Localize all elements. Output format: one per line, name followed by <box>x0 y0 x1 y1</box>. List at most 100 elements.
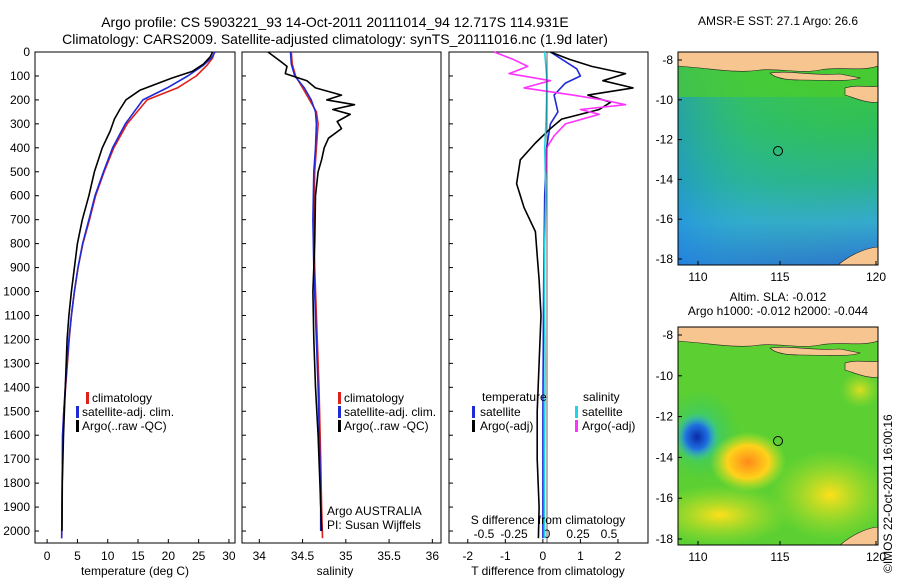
salinity-plot-frame <box>241 51 442 544</box>
credit-timestamp: ©IMOS 22-Oct-2011 16:00:16 <box>881 414 895 573</box>
map-y-tick-label: -18 <box>656 532 674 546</box>
x-tick-label: 10 <box>101 549 115 563</box>
depth-tick-label: 500 <box>10 165 30 179</box>
figure-title-line1: Argo profile: CS 5903221_93 14-Oct-2011 … <box>101 14 569 30</box>
x-tick-label: -2 <box>462 549 473 563</box>
x-tick-label: -1 <box>500 549 511 563</box>
land-sumba <box>844 360 878 378</box>
map-y-tick-label: -12 <box>656 410 674 424</box>
land-australia <box>839 526 878 545</box>
map-y-tick-label: -14 <box>656 172 674 186</box>
depth-tick-label: 100 <box>10 69 30 83</box>
s-tick-label: -0.5 <box>474 527 495 541</box>
argo-float-marker <box>773 146 783 156</box>
map-x-tick-label: 120 <box>866 270 886 284</box>
x-tick-label: 15 <box>131 549 145 563</box>
map-y-tick-label: -8 <box>662 328 673 342</box>
difference-series-group <box>493 51 634 539</box>
x-tick-label: 5 <box>74 549 81 563</box>
legend-swatch-climatology <box>86 392 89 404</box>
depth-tick-label: 1400 <box>3 380 30 394</box>
x-tick-label: 0 <box>540 549 547 563</box>
series-line-satellite-adj-clim <box>289 51 322 531</box>
map-y-tick-label: -16 <box>656 491 674 505</box>
temperature-series-group <box>60 51 216 539</box>
legend-label-t-argo: Argo(-adj) <box>480 419 533 433</box>
legend-swatch-satellite <box>76 406 79 418</box>
map-x-tick-label: 115 <box>770 270 789 284</box>
land-australia <box>837 246 878 265</box>
legend-label-climatology: climatology <box>92 391 152 405</box>
depth-tick-label: 700 <box>10 213 30 227</box>
legend-label-t-satellite: satellite <box>480 405 521 419</box>
depth-tick-label: 1300 <box>3 356 30 370</box>
legend-swatch-t-argo <box>472 420 475 432</box>
sst-map-ticks: 110 115 120 -8 -10 -12 -14 -16 -18 <box>656 53 887 284</box>
legend-label-s-argo: Argo(-adj) <box>582 419 635 433</box>
depth-tick-label: 1000 <box>3 285 30 299</box>
x-tick-label: 0 <box>44 549 51 563</box>
map-y-tick-label: -12 <box>656 133 674 147</box>
sst-map-frame <box>677 51 879 266</box>
legend-label-argo: Argo(..raw -QC) <box>82 419 167 433</box>
depth-axis: 0 100 200 300 400 500 600 700 800 900 1000 1100 1200… <box>3 45 453 538</box>
x-tick-label: 34 <box>253 549 267 563</box>
depth-tick-label: 2000 <box>3 524 30 538</box>
legend-swatch-t-satellite <box>472 406 475 418</box>
depth-tick-label: 300 <box>10 117 30 131</box>
depth-tick-label: 200 <box>10 93 30 107</box>
float-program-label: Argo AUSTRALIA <box>327 504 422 518</box>
legend-swatch-satellite <box>338 406 341 418</box>
temperature-x-axis: 0 5 10 15 20 25 30 <box>44 539 236 563</box>
series-line-salinity-satellite <box>543 51 548 539</box>
sst-map: 110 115 120 -8 -10 -12 -14 -16 -18 <box>656 51 887 284</box>
map-y-tick-label: -8 <box>662 53 673 67</box>
map-y-tick-label: -18 <box>656 252 674 266</box>
salinity-legend: climatology satellite-adj. clim. Argo(..… <box>327 391 436 532</box>
map-y-tick-label: -10 <box>656 93 674 107</box>
sla-map-ticks: 110 115 120 -8 -10 -12 -14 -16 -18 <box>656 328 887 564</box>
legend-swatch-argo <box>76 420 79 432</box>
map-x-tick-label: 115 <box>770 550 789 564</box>
x-tick-label: 36 <box>426 549 440 563</box>
legend-title-temperature: temperature <box>482 390 547 404</box>
series-line-temperature-argo-adj <box>515 51 634 539</box>
depth-tick-label: 1800 <box>3 476 30 490</box>
sla-high-eddy <box>710 432 786 492</box>
depth-tick-label: 0 <box>23 45 30 59</box>
temperature-legend: climatology satellite-adj. clim. Argo(..… <box>76 391 174 433</box>
s-tick-label: 0.25 <box>566 527 590 541</box>
map-x-tick-label: 120 <box>866 550 886 564</box>
x-tick-label: 30 <box>222 549 236 563</box>
sla-yellow-south <box>678 485 790 545</box>
s-tick-label: 0.5 <box>601 527 618 541</box>
land-java <box>678 327 878 347</box>
x-tick-label: 1 <box>577 549 584 563</box>
difference-plot-frame <box>448 51 649 544</box>
difference-s-axis: -0.5 -0.25 0 0.25 0.5 <box>474 527 618 541</box>
salinity-x-axis: 34 34.5 35 35.5 36 <box>253 539 440 563</box>
sla-yellow-east <box>770 450 878 540</box>
land-sumba <box>844 85 878 103</box>
x-tick-label: 35 <box>339 549 353 563</box>
float-pi-label: PI: Susan Wijffels <box>327 518 421 532</box>
salinity-series-group <box>267 51 356 539</box>
temperature-xlabel: temperature (deg C) <box>81 564 189 578</box>
land-bali-lombok <box>769 346 862 356</box>
argo-float-marker <box>773 436 783 446</box>
difference-xlabel: T difference from climatology <box>471 564 625 578</box>
legend-swatch-s-satellite <box>575 406 578 418</box>
x-tick-label: 25 <box>192 549 206 563</box>
sla-map-title-line2: Argo h1000: -0.012 h2000: -0.044 <box>687 304 869 318</box>
series-line-salinity-argo-adj <box>493 51 627 172</box>
difference-xlabel-salinity: S difference from climatology <box>471 513 626 527</box>
legend-title-salinity: salinity <box>583 390 620 404</box>
depth-tick-label: 1600 <box>3 428 30 442</box>
sla-yellow-ne <box>840 372 878 408</box>
map-x-tick-label: 110 <box>688 550 707 564</box>
salinity-xlabel: salinity <box>317 564 354 578</box>
depth-tick-label: 800 <box>10 237 30 251</box>
legend-swatch-argo <box>338 420 341 432</box>
legend-label-climatology: climatology <box>344 391 404 405</box>
s-tick-label: -0.25 <box>500 527 528 541</box>
